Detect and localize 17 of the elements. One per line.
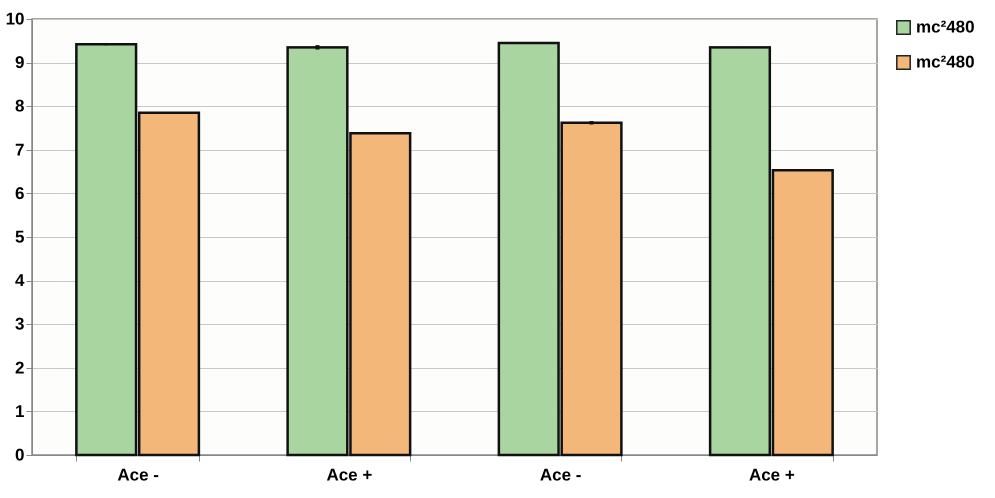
y-tick-label: 8: [15, 96, 24, 116]
y-tick-label: 9: [15, 53, 24, 72]
y-tick-label: 1: [15, 402, 24, 421]
y-tick-label: 6: [15, 184, 24, 203]
x-tick-label: Ace +: [326, 466, 372, 484]
y-tick-label: 10: [6, 10, 24, 28]
y-tick-label: 7: [15, 140, 24, 160]
x-tick-label: Ace -: [540, 466, 582, 484]
x-tick-label: Ace +: [748, 466, 795, 484]
y-tick-label: 5: [15, 228, 24, 246]
x-tick-label: Ace -: [117, 466, 159, 484]
y-tick-label: 4: [15, 271, 26, 290]
legend-label: mc²480: [916, 18, 975, 36]
y-tick-label: 0: [15, 446, 24, 464]
y-tick-label: 3: [15, 314, 24, 334]
y-tick-label: 2: [15, 358, 24, 378]
legend-label: mc²480: [916, 52, 975, 72]
